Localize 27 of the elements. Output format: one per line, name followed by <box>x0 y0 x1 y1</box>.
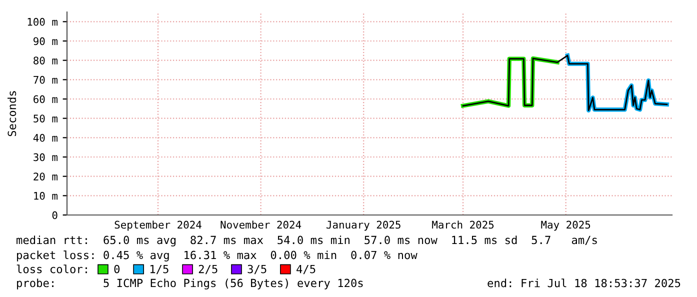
y-tick-label: 30 m <box>34 153 58 162</box>
x-tick-label: November 2024 <box>220 220 302 229</box>
x-tick-label: March 2025 <box>432 220 494 229</box>
y-tick-label: 40 m <box>33 134 58 142</box>
x-tick-label: May 2025 <box>541 220 590 231</box>
legend-label: 4/5 <box>296 264 316 274</box>
y-tick-label: 70 m <box>34 76 58 84</box>
y-tick-label: 100 m <box>28 18 58 26</box>
legend-label: 0 <box>114 264 120 274</box>
x-tick-label: September 2024 <box>114 220 202 231</box>
x-tick-label: January 2025 <box>326 220 400 231</box>
y-tick-label: 80 m <box>34 56 58 64</box>
y-tick-label: 60 m <box>34 95 58 104</box>
legend-label: 2/5 <box>198 264 218 274</box>
y-tick-label: 90 m <box>34 37 58 46</box>
y-tick-label: 10 m <box>34 192 58 200</box>
legend-label: 1/5 <box>150 264 168 274</box>
y-tick-label: 50 m <box>34 114 58 122</box>
text: end: Fri Jul 18 18:53:37 2025 <box>488 278 680 288</box>
y-tick-label: 0 <box>52 211 58 220</box>
text: probe: 5 ICMP Echo Pings (56 Bytes) every 120s <box>17 278 363 290</box>
text: packet loss: 0.45 % avg 16.31 % max 0.00 % min 0.07 % now <box>17 250 418 262</box>
text: median rtt: 65.0 ms avg 82.7 ms max 54.0 ms min 57.0 ms now 11.5 ms sd 5.7 am/s <box>16 236 597 246</box>
y-axis-title: Seconds <box>8 91 16 136</box>
legend-title: loss color: <box>16 264 87 274</box>
legend-label: 3/5 <box>248 264 266 274</box>
y-tick-label: 20 m <box>34 172 58 180</box>
